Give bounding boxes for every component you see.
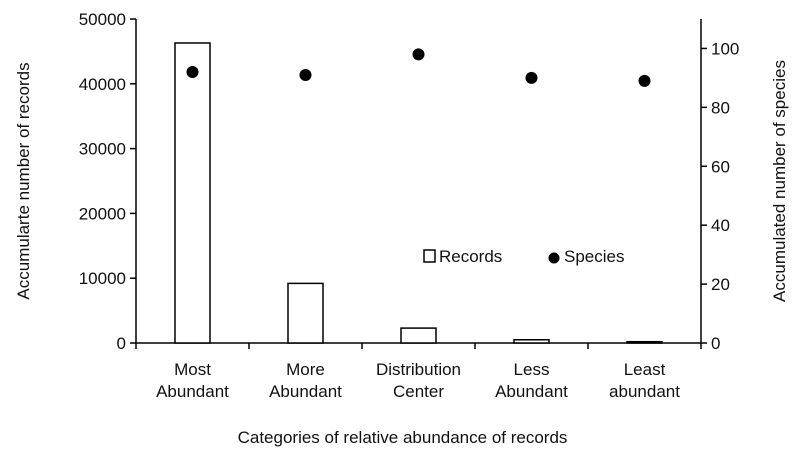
legend: Records Species — [423, 247, 624, 266]
left-tick-label: 40000 — [79, 75, 126, 94]
points — [186, 48, 651, 87]
category-label-line: Least — [624, 360, 666, 379]
category-label: Less Abundant — [495, 360, 568, 401]
category-label-line: More — [286, 360, 325, 379]
category-label: Least abundant — [609, 360, 680, 401]
point-species — [299, 68, 312, 81]
legend-marker-species — [548, 252, 560, 264]
legend-label-species: Species — [564, 247, 624, 266]
x-axis-title: Categories of relative abundance of reco… — [238, 428, 568, 447]
legend-label-records: Records — [439, 247, 502, 266]
category-label-line: Less — [514, 360, 550, 379]
category-label: Most Abundant — [156, 360, 229, 401]
left-tick-label: 30000 — [79, 140, 126, 159]
right-tick-label: 0 — [711, 334, 720, 353]
right-tick-label: 100 — [711, 39, 739, 58]
left-tick-label: 50000 — [79, 10, 126, 29]
bar-records — [513, 339, 550, 344]
y-axis-title-left: Accumularte number of records — [14, 62, 33, 299]
left-tick-label: 20000 — [79, 204, 126, 223]
bar-records — [287, 282, 324, 344]
left-tick-label: 10000 — [79, 269, 126, 288]
category-label: More Abundant — [269, 360, 342, 401]
right-tick-label: 80 — [711, 98, 730, 117]
bar-records — [174, 42, 211, 344]
axes — [130, 18, 707, 349]
bars — [174, 42, 663, 344]
category-label-line: Center — [393, 382, 444, 401]
category-label: Distribution Center — [376, 360, 461, 401]
y-axis-title-right: Accumulated number of species — [770, 60, 789, 302]
right-tick-label: 20 — [711, 275, 730, 294]
point-species — [525, 71, 538, 84]
labels: 0 10000 20000 30000 40000 50000 0 20 40 60 80 100 Mo… — [14, 10, 789, 447]
bar-records — [626, 340, 663, 344]
point-species — [412, 48, 425, 61]
category-label-line: Abundant — [269, 382, 342, 401]
category-label-line: Abundant — [156, 382, 229, 401]
category-label-line: abundant — [609, 382, 680, 401]
legend-swatch-records — [423, 249, 436, 263]
category-label-line: Distribution — [376, 360, 461, 379]
point-species — [638, 74, 651, 87]
category-label-line: Abundant — [495, 382, 568, 401]
right-tick-label: 60 — [711, 157, 730, 176]
category-label-line: Most — [174, 360, 211, 379]
left-tick-label: 0 — [117, 334, 126, 353]
bar-records — [400, 327, 437, 344]
point-species — [186, 66, 199, 79]
right-tick-label: 40 — [711, 216, 730, 235]
